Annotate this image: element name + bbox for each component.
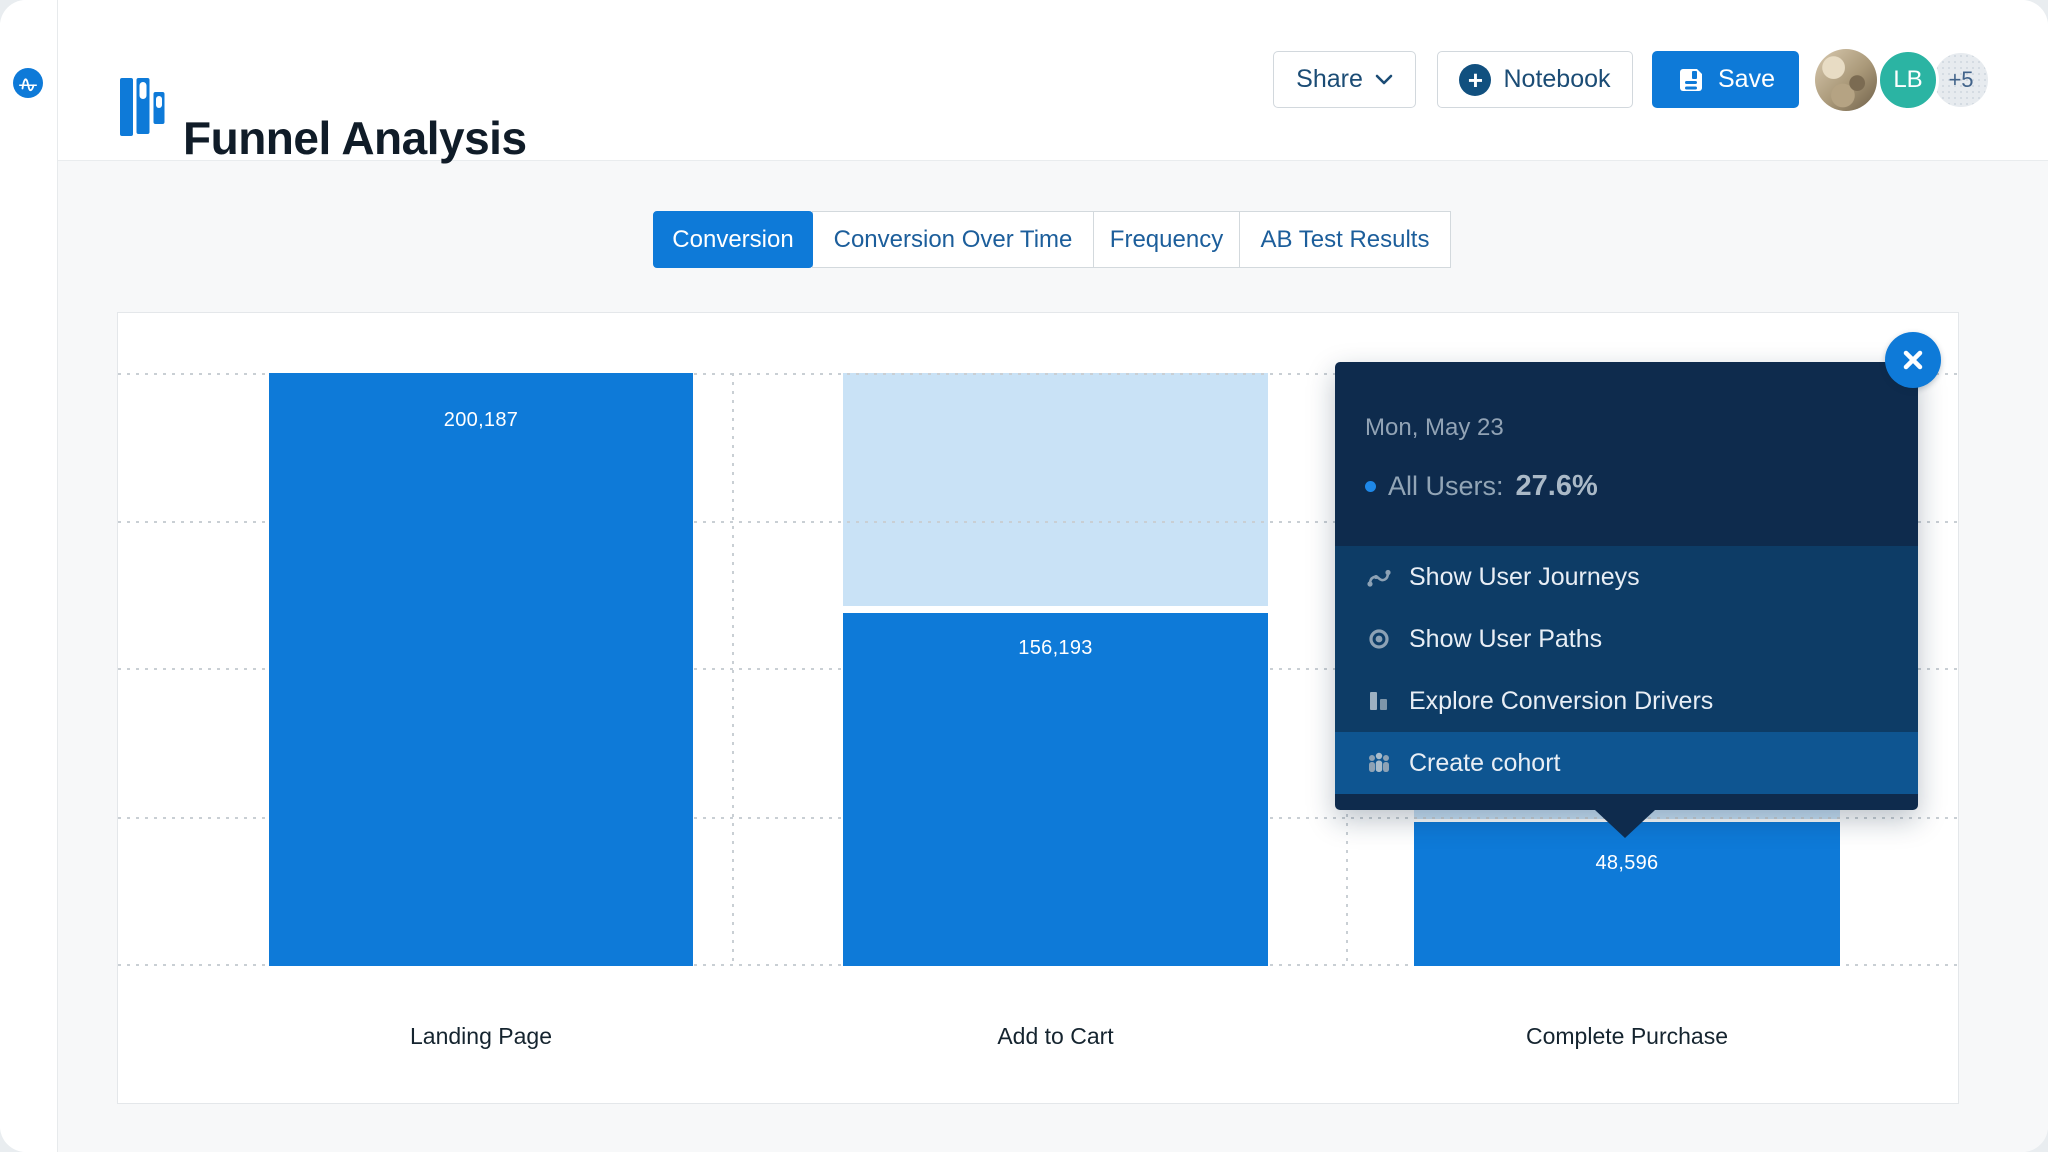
save-disk-icon [1680,68,1702,91]
tooltip-menu: Show User Journeys Show User Paths [1335,546,1918,794]
gridline-horizontal [118,373,1958,375]
tab-frequency-label: Frequency [1109,225,1224,253]
amplitude-wave-icon [19,78,37,92]
avatar-initials[interactable]: LB [1877,49,1939,111]
menu-item-label: Show User Paths [1409,624,1603,653]
bar-landing-page[interactable]: 200,187 [269,373,693,966]
menu-item-label: Create cohort [1409,748,1561,777]
tab-conversion[interactable]: Conversion [653,211,813,268]
tooltip-close-button[interactable] [1885,332,1941,388]
funnel-chart-panel: 200,187 156,193 48,596 Landing Page Add … [117,312,1959,1104]
tooltip-date: Mon, May 23 [1365,414,1504,441]
avatar-photo[interactable] [1815,49,1877,111]
avatar-overflow-label: +5 [1948,67,1974,92]
menu-item-label: Show User Journeys [1409,562,1640,591]
avatar-initials-label: LB [1893,66,1923,93]
header: Funnel Analysis Share + Notebook Save [57,0,2048,164]
user-paths-icon [1369,629,1389,649]
amplitude-logo[interactable] [13,68,43,98]
menu-item-explore-conversion-drivers[interactable]: Explore Conversion Drivers [1335,670,1918,732]
tab-conversion-over-time[interactable]: Conversion Over Time [812,211,1094,268]
axis-label-complete-purchase: Complete Purchase [1526,1022,1728,1049]
save-button-label: Save [1718,65,1775,93]
bar-complete-purchase-value: 48,596 [1595,852,1659,874]
tooltip-series-value: 27.6% [1515,470,1598,502]
notebook-button[interactable]: + Notebook [1437,51,1633,108]
chevron-down-icon [1375,74,1393,85]
page-title: Funnel Analysis [183,111,527,164]
bar-add-to-cart-dropoff[interactable] [843,373,1268,606]
tab-conversion-label: Conversion [672,225,794,253]
user-journeys-icon [1367,569,1391,587]
series-dot-icon [1365,481,1376,492]
notebook-button-label: Notebook [1503,65,1611,93]
tooltip-series-row: All Users: 27.6% [1365,470,1598,503]
bar-add-to-cart[interactable]: 156,193 [843,613,1268,966]
bar-landing-page-value: 200,187 [443,409,519,431]
axis-label-landing-page: Landing Page [410,1022,552,1049]
tooltip-series-label: All Users: [1388,471,1504,501]
conversion-drivers-icon [1370,692,1387,710]
funnel-chart-icon [120,78,165,136]
chart-view-tabs: Conversion Conversion Over Time Frequenc… [653,211,1451,268]
create-cohort-icon [1369,752,1389,772]
axis-label-add-to-cart: Add to Cart [997,1022,1114,1049]
menu-item-show-user-journeys[interactable]: Show User Journeys [1335,546,1918,608]
chart-tooltip: Mon, May 23 All Users: 27.6% Sho [1335,362,1918,838]
share-button-label: Share [1296,65,1363,93]
tab-frequency[interactable]: Frequency [1093,211,1240,268]
tab-conversion-over-time-label: Conversion Over Time [833,225,1073,253]
left-rail [0,0,58,1152]
gridline-horizontal [118,521,1958,523]
plus-circle-icon: + [1459,63,1492,96]
avatar-overflow-count[interactable]: +5 [1934,53,1988,107]
close-icon [1903,350,1923,370]
tab-ab-test-results[interactable]: AB Test Results [1239,211,1451,268]
bar-add-to-cart-value: 156,193 [1018,637,1093,659]
bar-complete-purchase[interactable]: 48,596 [1414,822,1840,966]
main-area: Funnel Analysis Share + Notebook Save [57,0,2048,1152]
tab-ab-test-results-label: AB Test Results [1260,225,1430,253]
menu-item-show-user-paths[interactable]: Show User Paths [1335,608,1918,670]
save-button[interactable]: Save [1652,51,1799,108]
tooltip-pointer [1595,810,1655,838]
menu-item-create-cohort[interactable]: Create cohort [1335,732,1918,794]
menu-item-label: Explore Conversion Drivers [1409,686,1714,715]
share-button[interactable]: Share [1273,51,1416,108]
gridline-vertical [732,373,734,966]
